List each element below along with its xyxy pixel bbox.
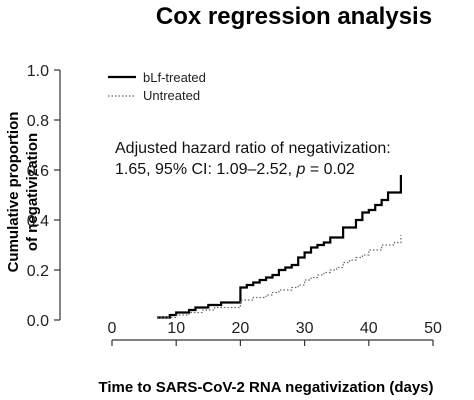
series-line-untreated	[156, 235, 402, 319]
legend-label-bLf-treated: bLf-treated	[143, 70, 206, 85]
axes: 0.0 0.2 0.4 0.6 0.8 1.0 0 10 20 30 40 50	[27, 63, 442, 346]
series-line-bLf-treated	[156, 175, 402, 319]
y-axis-label-line2: of negativization	[24, 133, 41, 251]
y-tick-label: 1.0	[27, 63, 49, 80]
annotation-line2: 1.65, 95% CI: 1.09–2.52, p = 0.02	[115, 161, 355, 178]
x-axis-label: Time to SARS-CoV-2 RNA negativization (d…	[98, 379, 433, 396]
x-tick-label: 40	[360, 320, 378, 337]
chart-title: Cox regression analysis	[156, 3, 432, 30]
x-tick-label: 0	[108, 320, 117, 337]
x-tick-label: 20	[232, 320, 250, 337]
x-tick-label: 50	[424, 320, 442, 337]
y-tick-label: 0.2	[27, 263, 49, 280]
x-tick-label: 30	[296, 320, 314, 337]
legend-label-untreated: Untreated	[143, 88, 200, 103]
annotation-ci: 1.65, 95% CI: 1.09–2.52,	[115, 161, 296, 178]
x-tick-label: 10	[167, 320, 185, 337]
annotation: Adjusted hazard ratio of negativization:…	[115, 140, 391, 178]
annotation-p-symbol: p	[295, 161, 305, 178]
legend: bLf-treated Untreated	[108, 70, 206, 103]
annotation-line1: Adjusted hazard ratio of negativization:	[115, 140, 391, 157]
y-tick-label: 0.0	[27, 313, 49, 330]
annotation-p-value: = 0.02	[305, 161, 354, 178]
y-tick-label: 0.4	[27, 213, 49, 230]
y-tick-label: 0.6	[27, 163, 49, 180]
y-axis-label: Cumulative proportion of negativization	[5, 112, 41, 273]
y-axis-label-line1: Cumulative proportion	[5, 112, 22, 273]
y-tick-label: 0.8	[27, 113, 49, 130]
series-layer	[156, 175, 402, 319]
